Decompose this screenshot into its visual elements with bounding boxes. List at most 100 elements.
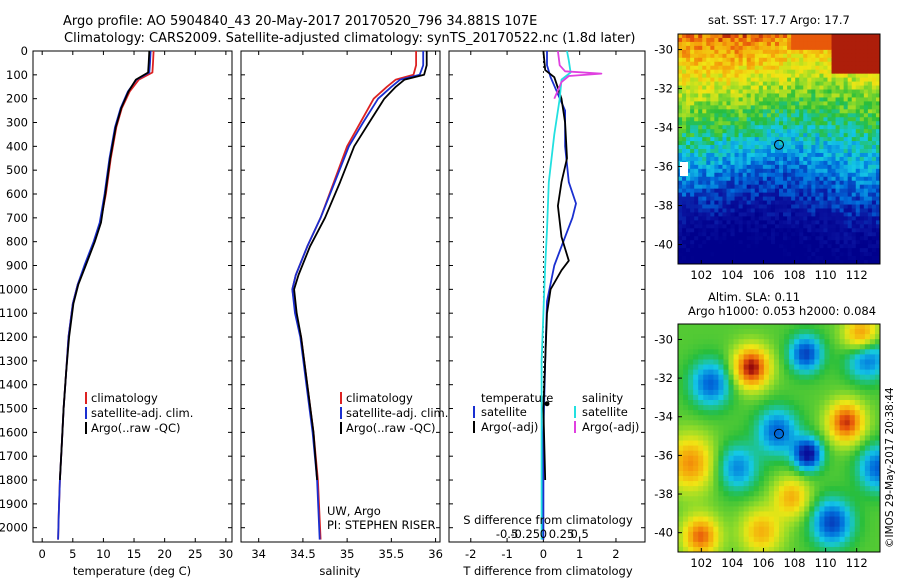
sla-cell	[814, 465, 820, 472]
sla-cell	[869, 329, 876, 335]
sst-cell	[734, 34, 739, 39]
sst-cell	[827, 89, 832, 94]
sst-cell	[758, 37, 764, 43]
sst-cell	[754, 172, 760, 178]
sst-cell	[811, 45, 816, 51]
sst-cell	[750, 137, 756, 142]
sst-cell	[795, 172, 800, 178]
sla-cell	[829, 334, 835, 340]
sst-map-panel: sat. SST: 17.7 Argo: 17.7 102 104 106 108 11…	[654, 13, 881, 282]
sst-cell	[698, 133, 703, 138]
sla-cell	[733, 384, 739, 391]
sst-cell	[714, 168, 719, 174]
sla-cell	[723, 455, 729, 462]
sst-cell	[831, 164, 836, 170]
sst-cell	[718, 45, 723, 51]
sst-cell	[783, 125, 788, 130]
sst-cell	[758, 45, 764, 51]
sla-cell	[779, 506, 785, 512]
sla-cell	[874, 455, 880, 462]
sla-cell	[794, 516, 800, 522]
sst-cell	[807, 228, 812, 233]
sst-cell	[799, 97, 804, 102]
sla-cell	[794, 481, 800, 487]
sla-cell	[814, 496, 820, 502]
sla-cell	[683, 491, 689, 497]
sst-cell	[783, 109, 788, 114]
sst-cell	[803, 204, 808, 209]
sst-cell	[851, 37, 857, 43]
sst-cell	[779, 49, 784, 55]
sst-cell	[871, 248, 877, 253]
sla-cell	[748, 541, 755, 548]
sst-cell	[863, 129, 869, 134]
sst-cell	[839, 149, 845, 154]
sla-cell	[773, 394, 780, 401]
sst-cell	[791, 45, 796, 51]
float-position-marker	[774, 139, 784, 150]
sst-cell	[722, 85, 727, 90]
sst-cell	[811, 156, 816, 162]
sst-cell	[783, 204, 788, 209]
sla-cell	[768, 379, 775, 386]
sla-cell	[829, 364, 835, 370]
sla-cell	[829, 344, 835, 350]
sla-cell	[794, 440, 800, 446]
sst-cell	[859, 260, 865, 264]
sst-cell	[843, 192, 849, 197]
sst-cell	[710, 73, 715, 79]
sst-cell	[855, 125, 861, 130]
sst-cell	[710, 224, 715, 229]
sla-cell	[819, 531, 825, 538]
sla-cell	[768, 405, 775, 411]
sst-cell	[742, 212, 748, 217]
sla-cell	[859, 511, 866, 517]
sla-cell	[713, 486, 719, 492]
sla-cell	[779, 354, 785, 360]
sst-cell	[710, 208, 715, 213]
sla-cell	[733, 369, 739, 376]
depth-tick-label: 1900	[0, 497, 28, 511]
sst-cell	[738, 244, 744, 249]
sst-cell	[855, 204, 861, 209]
sst-cell	[706, 168, 711, 174]
sst-cell	[686, 184, 691, 190]
sla-cell	[678, 369, 684, 376]
sst-cell	[750, 256, 756, 261]
sst-cell	[710, 236, 715, 241]
sst-cell	[682, 204, 687, 209]
sst-cell	[678, 77, 683, 82]
sla-cell	[834, 334, 840, 340]
sla-cell	[738, 359, 745, 365]
sst-cell	[831, 248, 836, 253]
sst-cell	[851, 34, 857, 39]
sst-cell	[803, 145, 808, 150]
sla-cell	[829, 541, 835, 548]
sst-cell	[863, 228, 869, 233]
sla-cell	[844, 496, 851, 502]
sst-cell	[787, 236, 792, 241]
sla-cell	[713, 410, 719, 416]
sla-cell	[859, 440, 866, 446]
sst-cell	[831, 252, 836, 257]
sst-cell	[859, 180, 865, 186]
sst-cell	[783, 200, 788, 205]
sst-cell	[875, 97, 880, 102]
sst-cell	[682, 113, 687, 118]
sst-cell	[819, 172, 824, 178]
sst-cell	[714, 137, 719, 142]
sst-cell	[730, 34, 735, 39]
sst-cell	[823, 244, 828, 249]
sst-cell	[831, 65, 836, 71]
sst-cell	[754, 81, 760, 86]
sst-cell	[746, 204, 752, 209]
sst-cell	[746, 85, 752, 90]
sst-cell	[787, 113, 792, 118]
sst-cell	[815, 208, 820, 213]
sla-cell	[718, 496, 724, 502]
sst-cell	[811, 61, 816, 67]
sst-cell	[791, 34, 796, 39]
sst-cell	[795, 49, 800, 55]
sla-cell	[824, 455, 830, 462]
sst-cell	[783, 236, 788, 241]
